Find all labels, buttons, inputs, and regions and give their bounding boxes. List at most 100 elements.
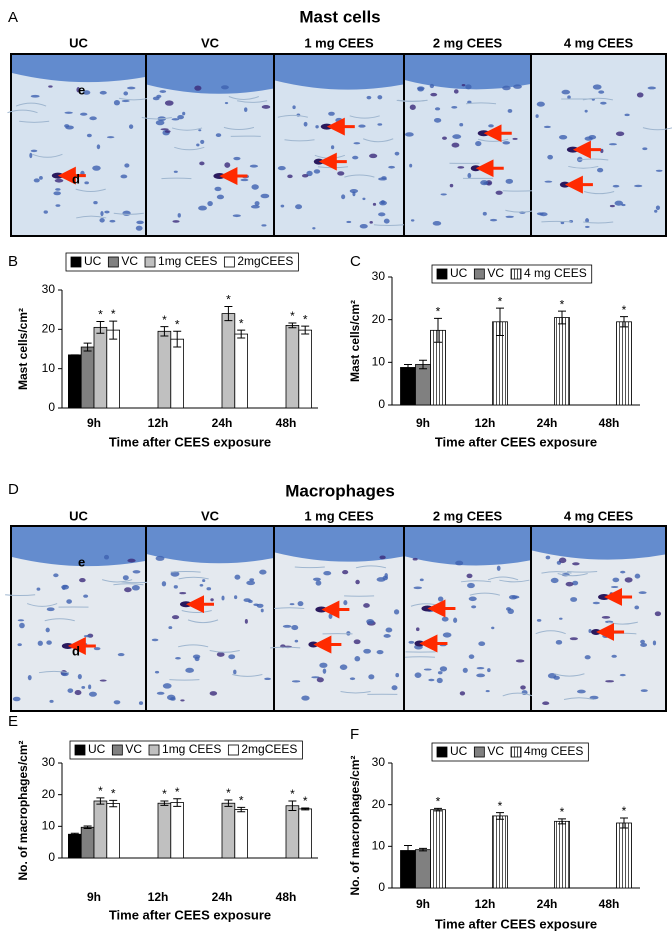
legend-label: UC bbox=[84, 254, 102, 268]
error-bar bbox=[620, 817, 628, 829]
nucleus bbox=[127, 86, 136, 90]
nucleus bbox=[122, 210, 131, 216]
significance-marker: * bbox=[111, 787, 116, 801]
nucleus bbox=[303, 121, 308, 127]
nucleus bbox=[352, 155, 359, 160]
nucleus bbox=[597, 167, 604, 173]
nucleus bbox=[569, 637, 578, 641]
nucleus bbox=[132, 570, 141, 574]
bar bbox=[492, 815, 508, 889]
y-tick-label: 0 bbox=[378, 397, 385, 411]
nucleus bbox=[489, 218, 498, 222]
x-tick-label: 48h bbox=[599, 416, 620, 430]
nucleus bbox=[468, 654, 475, 659]
nucleus bbox=[608, 143, 618, 146]
bar bbox=[400, 367, 416, 406]
collagen-fiber bbox=[26, 603, 58, 607]
collagen-fiber bbox=[642, 127, 672, 131]
nucleus bbox=[409, 163, 413, 168]
nucleus bbox=[619, 673, 626, 677]
nucleus bbox=[468, 596, 477, 602]
column-label: 2 mg CEES bbox=[433, 35, 503, 50]
nucleus bbox=[428, 678, 435, 682]
error-bar bbox=[620, 316, 628, 328]
significance-marker: * bbox=[303, 312, 308, 326]
significance-marker: * bbox=[175, 317, 180, 331]
nucleus bbox=[261, 105, 271, 109]
nucleus bbox=[207, 200, 213, 207]
nucleus bbox=[609, 204, 615, 208]
nucleus bbox=[330, 145, 335, 150]
epidermis bbox=[275, 55, 403, 90]
nucleus bbox=[339, 664, 348, 670]
nucleus bbox=[182, 111, 186, 116]
nucleus bbox=[124, 587, 132, 593]
column-label: UC bbox=[69, 508, 88, 523]
nucleus bbox=[652, 640, 657, 646]
nucleus bbox=[295, 204, 303, 210]
collagen-fiber bbox=[557, 573, 588, 577]
collagen-fiber bbox=[541, 220, 572, 223]
significance-marker: * bbox=[436, 305, 441, 319]
nucleus bbox=[259, 569, 267, 575]
nucleus bbox=[264, 677, 271, 681]
nucleus bbox=[177, 213, 181, 218]
y-tick-label: 20 bbox=[42, 787, 56, 801]
nucleus bbox=[292, 105, 296, 110]
nucleus bbox=[409, 104, 416, 110]
nucleus bbox=[154, 670, 160, 674]
nucleus bbox=[103, 554, 110, 560]
nucleus bbox=[224, 162, 231, 168]
collagen-fiber bbox=[118, 97, 150, 101]
nucleus bbox=[96, 144, 101, 150]
nucleus bbox=[280, 204, 285, 208]
legend-swatch bbox=[111, 744, 123, 756]
collagen-fiber bbox=[178, 576, 209, 580]
x-tick-label: 9h bbox=[87, 890, 101, 904]
nucleus bbox=[404, 132, 414, 137]
nucleus bbox=[185, 667, 194, 673]
stained-cell bbox=[566, 146, 579, 153]
nucleus bbox=[654, 209, 658, 213]
nucleus bbox=[536, 618, 542, 622]
significance-marker: * bbox=[498, 294, 503, 308]
nucleus bbox=[436, 677, 443, 684]
significance-marker: * bbox=[498, 799, 503, 813]
nucleus bbox=[33, 178, 40, 183]
nucleus bbox=[567, 95, 571, 99]
nucleus bbox=[440, 193, 447, 196]
nucleus bbox=[55, 204, 61, 207]
collagen-fiber bbox=[170, 571, 201, 573]
collagen-fiber bbox=[469, 592, 500, 596]
error-bar bbox=[288, 800, 297, 811]
significance-marker: * bbox=[290, 787, 295, 801]
nucleus bbox=[343, 600, 348, 606]
nucleus bbox=[233, 669, 237, 675]
nucleus bbox=[475, 140, 482, 147]
collagen-fiber bbox=[277, 114, 308, 118]
error-bar bbox=[496, 307, 504, 336]
nucleus bbox=[584, 109, 588, 113]
nucleus bbox=[311, 676, 320, 679]
y-tick-label: 30 bbox=[372, 269, 386, 283]
nucleus bbox=[323, 570, 332, 576]
nucleus bbox=[560, 221, 565, 225]
nucleus bbox=[413, 586, 422, 590]
nucleus bbox=[46, 607, 55, 612]
histology-image bbox=[275, 55, 404, 235]
bar bbox=[415, 364, 431, 406]
nucleus bbox=[55, 188, 61, 191]
nucleus bbox=[294, 639, 299, 643]
collagen-fiber bbox=[228, 96, 260, 100]
error-bar bbox=[109, 320, 118, 340]
nucleus bbox=[83, 634, 92, 638]
legend-swatch bbox=[107, 256, 119, 268]
nucleus bbox=[393, 609, 400, 615]
nucleus bbox=[254, 201, 260, 206]
nucleus bbox=[451, 142, 460, 148]
nucleus bbox=[100, 211, 104, 217]
nucleus bbox=[244, 107, 248, 112]
y-tick-label: 30 bbox=[372, 755, 386, 769]
bar bbox=[298, 808, 312, 859]
nucleus bbox=[156, 94, 162, 99]
